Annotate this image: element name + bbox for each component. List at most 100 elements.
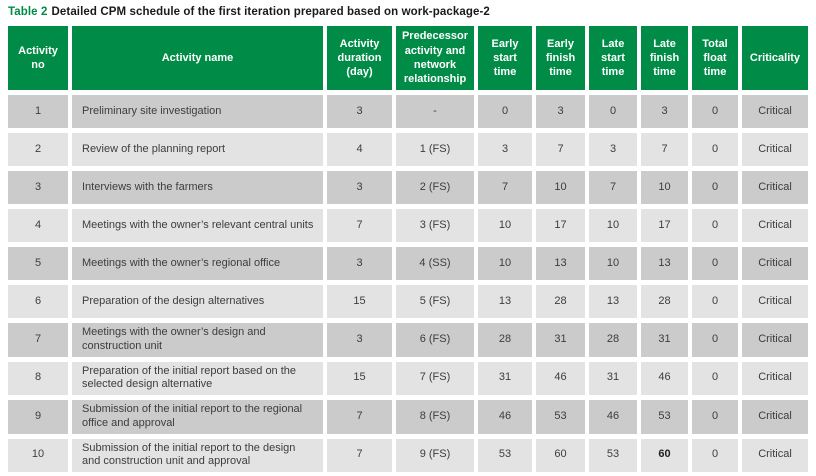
table-cell: 0 [692, 285, 738, 318]
table-cell: 7 [641, 133, 688, 166]
table-cell: 6 (FS) [396, 323, 474, 357]
activity-name-cell: Preliminary site investigation [72, 95, 323, 128]
column-header: Early start time [478, 26, 532, 90]
activity-name-cell: Meetings with the owner’s design and con… [72, 323, 323, 357]
table-cell: 17 [641, 209, 688, 242]
table-cell: Critical [742, 285, 808, 318]
table-row: 3 Interviews with the farmers 3 2 (FS) 7 10 7 1… [8, 171, 808, 204]
table-cell: 9 [8, 400, 68, 434]
activity-name-cell: Preparation of the design alternatives [72, 285, 323, 318]
table-caption-label: Table 2 [8, 6, 48, 18]
table-row: 5 Meetings with the owner’s regional offi… [8, 247, 808, 280]
table-cell: 28 [478, 323, 532, 357]
table-cell: 10 [589, 209, 637, 242]
table-row: 2 Review of the planning report 4 1 (FS) 3 7 3… [8, 133, 808, 166]
table-cell: Critical [742, 171, 808, 204]
table-cell: Critical [742, 400, 808, 434]
table-cell: 8 [8, 361, 68, 395]
table-cell: 10 [536, 171, 585, 204]
table-cell: 46 [478, 400, 532, 434]
table-cell: 7 (FS) [396, 361, 474, 395]
activity-name-cell: Preparation of the initial report based … [72, 361, 323, 395]
table-cell: Critical [742, 361, 808, 395]
table-cell: 7 [327, 438, 392, 472]
table-cell: 13 [536, 247, 585, 280]
table-cell: 4 [8, 209, 68, 242]
table-cell: 3 [327, 171, 392, 204]
table-cell: 3 [478, 133, 532, 166]
table-cell: 2 [8, 133, 68, 166]
activity-name-cell: Review of the planning report [72, 133, 323, 166]
table-cell: 3 [327, 95, 392, 128]
table-cell: 6 [8, 285, 68, 318]
table-row: 8 Preparation of the initial report based… [8, 361, 808, 395]
table-cell: 15 [327, 361, 392, 395]
table-cell: 0 [589, 95, 637, 128]
table-cell: 46 [536, 361, 585, 395]
table-cell: 46 [641, 361, 688, 395]
table-cell: 5 [8, 247, 68, 280]
table-cell: 28 [536, 285, 585, 318]
table-cell: 28 [589, 323, 637, 357]
table-cell: 5 (FS) [396, 285, 474, 318]
table-cell: Critical [742, 323, 808, 357]
table-cell: Critical [742, 247, 808, 280]
table-cell: 10 [478, 247, 532, 280]
table-cell: 3 [589, 133, 637, 166]
table-caption: Table 2 Detailed CPM schedule of the firs… [0, 6, 816, 18]
activity-name-cell: Submission of the initial report to the … [72, 400, 323, 434]
table-cell: 13 [478, 285, 532, 318]
table-cell: 3 [641, 95, 688, 128]
table-cell: 0 [692, 247, 738, 280]
column-header: Late start time [589, 26, 637, 90]
table-cell: 3 [327, 323, 392, 357]
table-cell: 8 (FS) [396, 400, 474, 434]
table-cell: 3 (FS) [396, 209, 474, 242]
activity-name-cell: Meetings with the owner’s relevant centr… [72, 209, 323, 242]
table-cell: 0 [692, 133, 738, 166]
table-cell: 31 [536, 323, 585, 357]
table-cell: 13 [641, 247, 688, 280]
table-cell: 7 [589, 171, 637, 204]
table-cell: 4 [327, 133, 392, 166]
cpm-schedule-table: Activity no Activity name Activity duratio… [4, 21, 812, 476]
table-cell: 31 [589, 361, 637, 395]
activity-name-cell: Interviews with the farmers [72, 171, 323, 204]
column-header: Criticality [742, 26, 808, 90]
table-row: 10 Submission of the initial report to th… [8, 438, 808, 472]
cpm-table-body: 1 Preliminary site investigation 3-0 3 0 3 0 Cr… [8, 95, 808, 472]
table-row: 9 Submission of the initial report to the… [8, 400, 808, 434]
table-caption-text: Detailed CPM schedule of the first itera… [51, 6, 490, 18]
table-cell: 31 [641, 323, 688, 357]
table-cell: 15 [327, 285, 392, 318]
table-cell: 60 [536, 438, 585, 472]
table-cell: 53 [641, 400, 688, 434]
table-cell: 3 [327, 247, 392, 280]
table-cell: 17 [536, 209, 585, 242]
table-cell: 10 [478, 209, 532, 242]
column-header: Activity duration (day) [327, 26, 392, 90]
table-cell: 0 [692, 95, 738, 128]
table-cell: 4 (SS) [396, 247, 474, 280]
table-cell: 0 [692, 209, 738, 242]
table-row: 1 Preliminary site investigation 3-0 3 0 3 0 Cr… [8, 95, 808, 128]
table-cell: 53 [478, 438, 532, 472]
table-cell: 0 [692, 171, 738, 204]
table-cell: 0 [478, 95, 532, 128]
table-cell: 28 [641, 285, 688, 318]
header-row: Activity no Activity name Activity duratio… [8, 26, 808, 90]
table-cell: Critical [742, 95, 808, 128]
table-cell: 7 [536, 133, 585, 166]
table-cell: 13 [589, 285, 637, 318]
activity-name-cell: Submission of the initial report to the … [72, 438, 323, 472]
table-cell: 10 [589, 247, 637, 280]
column-header: Early finish time [536, 26, 585, 90]
table-cell: 46 [589, 400, 637, 434]
table-cell: 31 [478, 361, 532, 395]
table-cell: 7 [8, 323, 68, 357]
table-cell: 1 (FS) [396, 133, 474, 166]
table-cell: 9 (FS) [396, 438, 474, 472]
table-row: 6 Preparation of the design alternatives 1… [8, 285, 808, 318]
table-cell: 60 [641, 438, 688, 472]
